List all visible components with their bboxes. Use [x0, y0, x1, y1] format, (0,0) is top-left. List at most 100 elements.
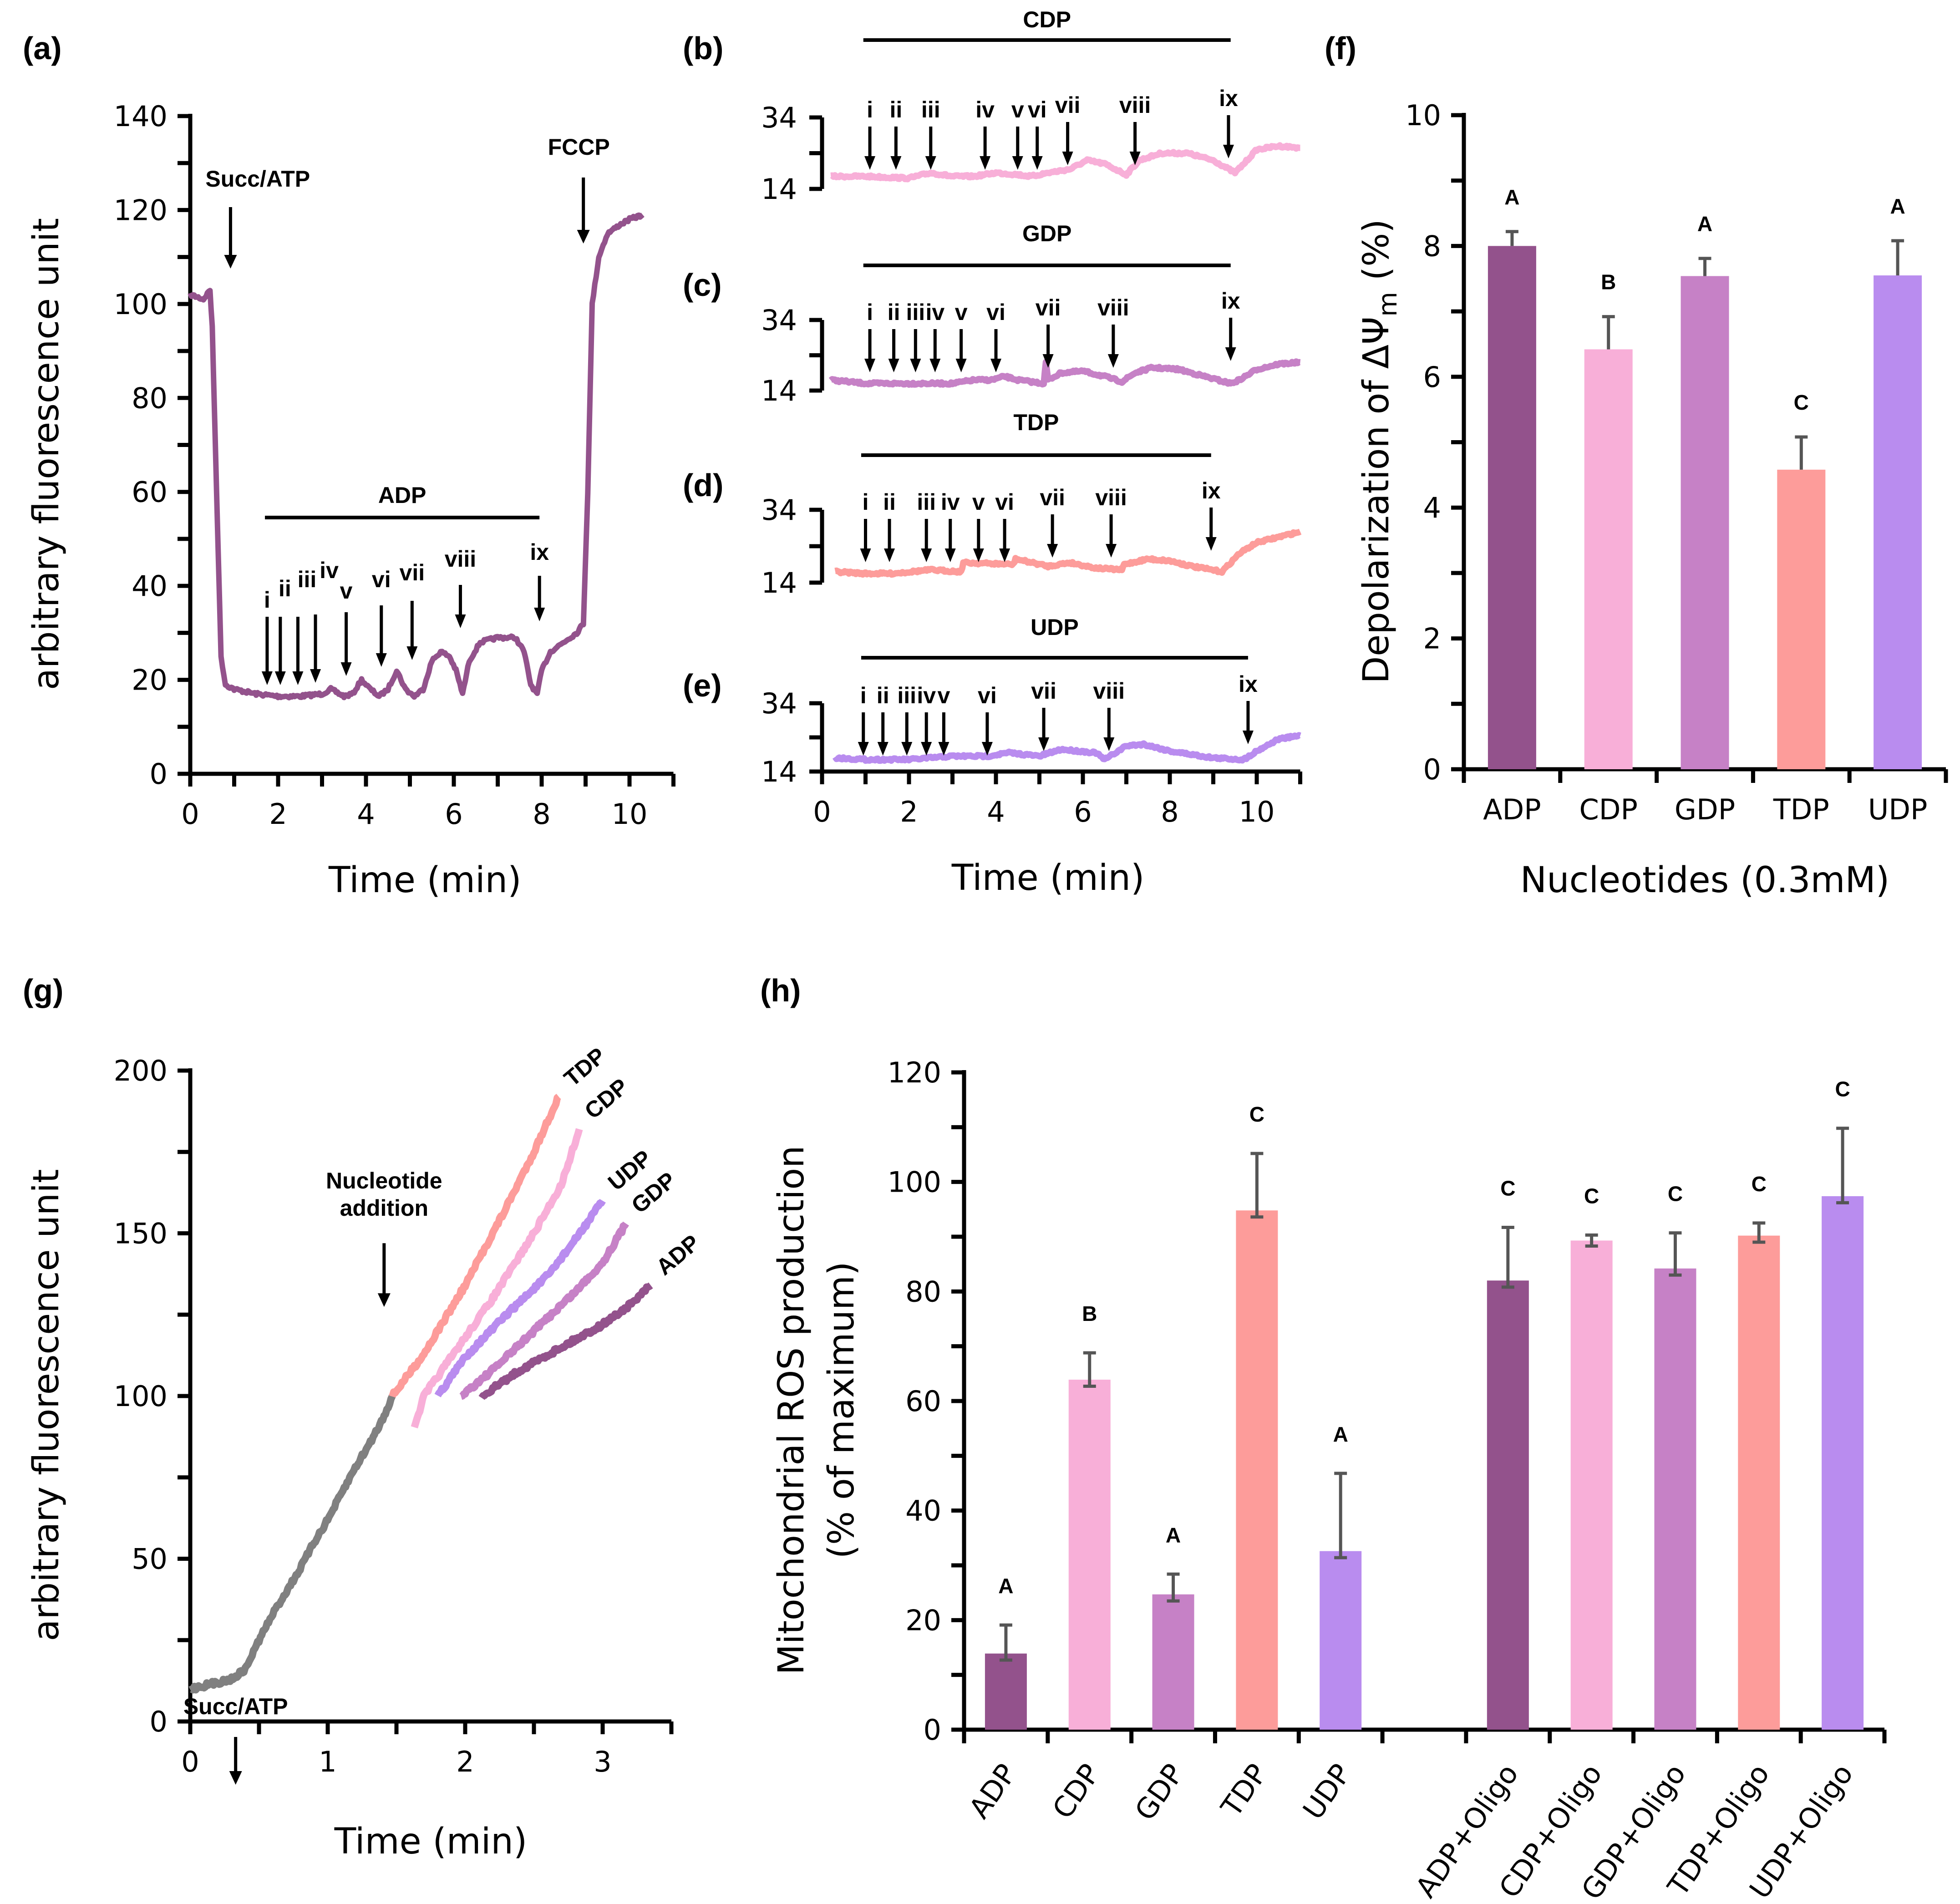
annotation-succ-atp: Succ/ATP — [183, 1694, 288, 1719]
panel-h-chart: 020406080100120AADPBCDPAGDPCTDPAUDPCADP+… — [771, 1056, 1887, 1904]
x-tick-label: GDP — [1675, 793, 1735, 826]
arrow-label-ii: ii — [888, 300, 900, 325]
arrow-label-v: v — [1011, 97, 1024, 122]
bar-GDP+Oligo — [1654, 1268, 1696, 1730]
arrow-label-iii: iii — [906, 300, 925, 325]
panel-label-b: (b) — [683, 30, 723, 66]
significance-label-CDP: B — [1082, 1302, 1097, 1325]
y-tick-label: 150 — [114, 1217, 168, 1250]
arrow-label-v: v — [972, 489, 985, 515]
arrow-i-head — [864, 359, 876, 372]
arrow-i-head — [864, 156, 876, 170]
x-tick-label: GDP — [1128, 1758, 1190, 1827]
arrow-label-ii: ii — [883, 489, 896, 515]
y-tick-label: 40 — [132, 569, 168, 603]
arrow-v-head — [973, 548, 984, 562]
x-tick-label: TDP — [1773, 793, 1829, 826]
y-axis-label-main: Depolarization of ΔΨ — [1356, 317, 1397, 684]
bar-ADP — [1488, 246, 1536, 769]
arrow-iv-head — [980, 156, 991, 170]
arrow-vi-head — [999, 548, 1010, 562]
bar-CDP+Oligo — [1570, 1240, 1613, 1730]
series-line-TDP — [389, 1093, 561, 1398]
arrow-viii-head — [1103, 737, 1115, 751]
x-tick-label: 2 — [900, 795, 918, 828]
y-tick-label: 50 — [132, 1543, 168, 1576]
arrow-vii-head — [406, 646, 418, 660]
y-tick-label: 20 — [905, 1604, 941, 1637]
panel-label-g: (g) — [23, 973, 63, 1008]
arrow-label-iii: iii — [921, 97, 940, 122]
annotation-nucleotide-addition-line2: addition — [340, 1195, 428, 1221]
panel-label-a: (a) — [23, 30, 62, 66]
series-line-GDP — [459, 1221, 629, 1400]
y-tick-label: 120 — [114, 193, 168, 227]
y-tick-label: 0 — [150, 1705, 168, 1738]
x-tick-label: CDP — [1579, 793, 1637, 826]
series-line-ADP — [478, 1282, 653, 1400]
bar-ADP — [985, 1653, 1027, 1730]
series-end-label-TDP: TDP — [559, 1042, 610, 1091]
arrow-label-i: i — [860, 683, 867, 708]
arrow-fccp-head — [577, 230, 590, 244]
arrow-label-ix: ix — [1202, 478, 1221, 503]
arrow-iii-head — [921, 548, 932, 562]
y-tick-label: 40 — [905, 1494, 941, 1528]
y-axis-label-subscript: m — [1373, 292, 1403, 317]
arrow-label-vi: vi — [978, 683, 997, 708]
significance-label-GDP: A — [1166, 1523, 1181, 1547]
arrow-vi-head — [990, 359, 1001, 372]
arrow-vii-head — [1062, 152, 1073, 165]
x-tick-label: 10 — [1239, 795, 1275, 828]
arrow-label-iii: iii — [917, 489, 936, 515]
significance-label-ADP+Oligo: C — [1500, 1177, 1515, 1200]
arrow-vi-head — [981, 742, 993, 756]
arrow-iii-head — [925, 156, 936, 170]
arrow-label-iv: iv — [320, 558, 339, 583]
y-tick-label: 10 — [1405, 99, 1441, 132]
series-line-Baseline — [188, 1394, 396, 1694]
arrow-succ-atp-head — [229, 1771, 242, 1785]
significance-label-TDP: C — [1794, 391, 1809, 414]
arrow-ii-head — [888, 359, 899, 372]
y-tick-label: 100 — [114, 288, 168, 321]
y-tick-label: 80 — [132, 381, 168, 415]
arrow-iii-head — [910, 359, 921, 372]
panel-g-chart: 0 50 100 150 200 0 1 2 3 Time (min) arbitrary fluo… — [26, 1042, 705, 1862]
x-tick-label: 6 — [445, 797, 462, 831]
x-tick-label: 10 — [612, 797, 648, 831]
nucleotide-bar-label: UDP — [1031, 614, 1079, 640]
x-tick-label: UDP — [1868, 793, 1928, 826]
y-tick-label: 34 — [761, 687, 797, 720]
bar-CDP — [1068, 1380, 1111, 1730]
arrow-i-head — [858, 742, 869, 756]
y-tick-label: 8 — [1423, 229, 1441, 263]
arrow-label-iv: iv — [941, 489, 960, 515]
arrow-ix-head — [1223, 145, 1234, 158]
arrow-label-v: v — [955, 300, 968, 325]
bar-GDP — [1681, 276, 1729, 770]
bar-TDP+Oligo — [1738, 1235, 1780, 1730]
y-tick-label: 4 — [1423, 491, 1441, 524]
x-tick-label: 8 — [533, 797, 550, 831]
arrow-ii-head — [884, 548, 895, 562]
arrow-label-ix: ix — [1239, 671, 1258, 697]
arrow-label-v: v — [340, 578, 353, 604]
x-axis-label: Time (min) — [951, 858, 1145, 899]
y-tick-label: 34 — [761, 493, 797, 527]
y-tick-label: 6 — [1423, 360, 1441, 394]
significance-label-UDP: A — [1890, 194, 1905, 218]
significance-label-GDP: A — [1697, 212, 1712, 236]
arrow-label-iii: iii — [897, 683, 916, 708]
arrow-label-vi: vi — [986, 300, 1005, 325]
significance-label-TDP: C — [1249, 1102, 1264, 1126]
series-end-label-ADP: ADP — [651, 1230, 705, 1280]
arrow-vi-head — [1031, 156, 1043, 170]
series-line-CDP — [829, 142, 1302, 183]
arrow-label-iv: iv — [917, 683, 936, 708]
bar-UDP+Oligo — [1822, 1196, 1864, 1730]
significance-label-UDP+Oligo: C — [1835, 1077, 1850, 1101]
panel-a-chart: 0 20 40 60 80 100 120 140 0 2 4 6 8 10 Time (min) arbit… — [26, 100, 675, 901]
y-tick-label: 80 — [905, 1275, 941, 1308]
